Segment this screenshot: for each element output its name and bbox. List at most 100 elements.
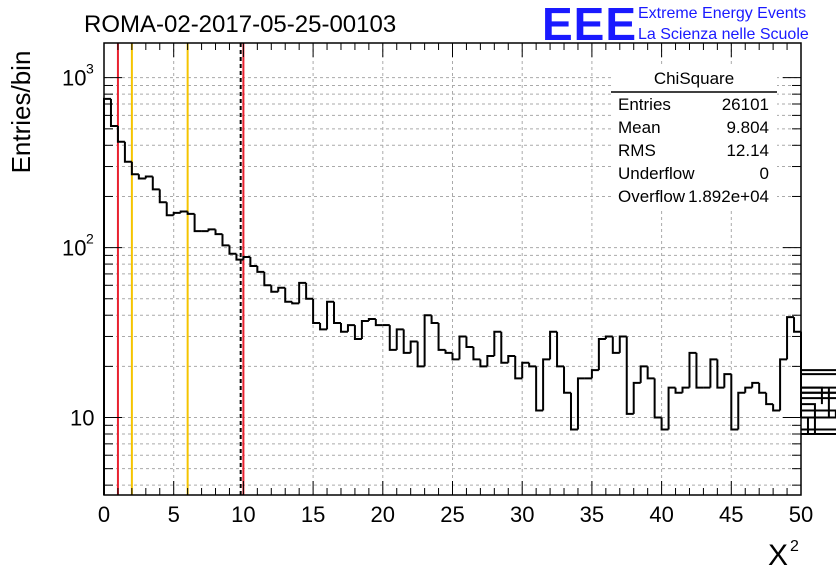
histogram-bin (521, 361, 530, 379)
x-tick-label: 25 (440, 502, 464, 527)
stats-label-overflow: Overflow (618, 187, 686, 206)
histogram-bin (758, 382, 767, 394)
histogram-bin (465, 336, 474, 349)
histogram-bin (207, 228, 216, 232)
histogram-bin (179, 210, 188, 213)
histogram-bin (709, 358, 718, 388)
histogram-bin (576, 377, 585, 430)
histogram-bin (695, 352, 704, 389)
histogram-bin (416, 341, 425, 368)
histogram-bin (646, 366, 655, 380)
histogram-bin (590, 369, 599, 379)
histogram-bin (186, 211, 195, 215)
x-tick-label: 10 (231, 502, 255, 527)
histogram-bin (493, 330, 502, 357)
histogram-bin (660, 417, 669, 431)
histogram-bin (333, 301, 341, 324)
histogram-bin (458, 335, 467, 360)
histogram-bin (339, 323, 348, 333)
histogram-bin (772, 404, 781, 412)
histogram-bin (388, 325, 397, 351)
x-tick-labels: 0 5 10 15 20 25 30 35 40 45 50 (98, 502, 813, 527)
histogram-bin (681, 386, 690, 393)
x-tick-label: 35 (580, 502, 604, 527)
y-tick-label: 10 3 (62, 61, 94, 91)
histogram-bin (625, 336, 634, 415)
histogram-bin (319, 323, 328, 331)
y-axis-label: Entries/bin (6, 51, 36, 174)
histogram-bin (604, 335, 613, 339)
logo-line-2: La Scienza nelle Scuole (638, 26, 809, 43)
histogram-bin (751, 381, 760, 388)
histogram-bin (528, 362, 537, 368)
histogram-bin (123, 141, 132, 163)
histogram-bin (235, 253, 244, 261)
y-tick-label: 10 2 (62, 231, 94, 261)
histogram-bin (569, 392, 578, 431)
histogram-bin (346, 324, 355, 332)
histogram-bin (674, 387, 683, 394)
histogram-bin (228, 245, 237, 255)
histogram-bin (737, 391, 746, 430)
stats-label-underflow: Underflow (618, 164, 695, 183)
histogram-bin (402, 329, 411, 354)
histogram-bin (472, 347, 481, 361)
histogram-bin (653, 378, 662, 419)
x-tick-label: 30 (510, 502, 534, 527)
histogram-bin (765, 392, 774, 406)
histogram-bin (151, 176, 160, 191)
histogram-bin (409, 340, 418, 353)
histogram-bin (214, 229, 223, 236)
histogram-bin (514, 356, 523, 380)
histogram-bin (716, 359, 725, 389)
histogram-bin (801, 386, 836, 389)
histogram-bin (801, 391, 836, 394)
histogram-bin (263, 271, 272, 287)
y-tick-label-exponent: 2 (86, 231, 94, 247)
histogram-bin (298, 281, 307, 304)
histogram-bin (444, 349, 453, 354)
chart-title: ROMA-02-2017-05-25-00103 (84, 11, 396, 38)
histogram-bin (597, 337, 606, 371)
grid-lines (104, 43, 801, 495)
histogram-bin (723, 373, 732, 388)
histogram-bin (242, 256, 251, 260)
x-tick-label: 0 (98, 502, 110, 527)
histogram-bin (221, 234, 230, 247)
histogram-bin (744, 386, 753, 393)
stats-title: ChiSquare (654, 69, 734, 88)
histogram-bin (374, 319, 383, 327)
stats-label-mean: Mean (618, 118, 661, 137)
histogram-bin (193, 213, 202, 233)
eee-logo: EEE (542, 0, 637, 50)
histogram-bin (109, 98, 118, 127)
histogram-bin (535, 366, 544, 412)
histogram-bin (165, 202, 174, 217)
histogram-bin (256, 265, 265, 273)
histogram-bin (667, 386, 676, 430)
reference-lines (116, 43, 245, 495)
x-axis-label: X (768, 539, 788, 572)
histogram-bin (632, 381, 641, 414)
stats-label-rms: RMS (618, 141, 656, 160)
histogram-bin (291, 301, 300, 305)
histogram-bin (172, 211, 181, 216)
histogram-bin (437, 323, 446, 351)
histogram-bin (284, 287, 293, 303)
histogram-bin (786, 316, 795, 360)
stats-box: ChiSquare Entries 26101 Mean 9.804 RMS 1… (611, 65, 777, 210)
histogram-bin (500, 331, 509, 364)
y-tick-label-base: 10 (70, 406, 94, 431)
histogram-bin (270, 285, 279, 293)
histogram-bin (451, 352, 460, 361)
y-tick-label-exponent: 3 (86, 61, 94, 77)
x-tick-label: 20 (371, 502, 395, 527)
y-tick-label-base: 10 (62, 66, 86, 91)
histogram-bin (144, 175, 153, 179)
histogram-bin (423, 314, 432, 367)
histogram-bin (430, 315, 439, 324)
histogram-bin (618, 335, 627, 353)
histogram-bin (130, 161, 139, 176)
